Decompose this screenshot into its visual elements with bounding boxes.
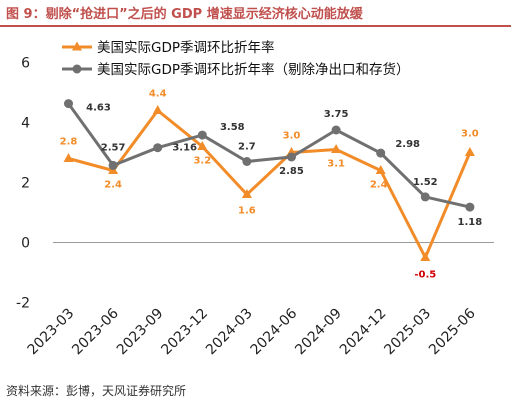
legend-label-gdp-ex: 美国实际GDP季调环比折年率（剔除净出口和存货） bbox=[97, 61, 410, 78]
data-point-triangle bbox=[375, 165, 386, 174]
x-tick-label: 2024-03 bbox=[203, 306, 256, 359]
data-label-gdp-ex: 3.16 bbox=[172, 143, 197, 154]
x-tick-label: 2024-06 bbox=[248, 305, 301, 358]
data-point-triangle bbox=[331, 144, 342, 153]
data-label-gdp-ex: 1.52 bbox=[413, 177, 438, 188]
legend-marker-triangle-icon bbox=[72, 41, 82, 51]
data-label-gdp-ex: 3.75 bbox=[324, 109, 349, 120]
data-point-triangle bbox=[420, 252, 431, 261]
x-tick-label: 2023-09 bbox=[114, 306, 167, 359]
y-tick-label: 2 bbox=[21, 176, 30, 192]
y-tick-label: 4 bbox=[21, 116, 30, 132]
legend-marker-circle-icon bbox=[72, 64, 82, 74]
data-point-triangle bbox=[464, 147, 475, 156]
series-line-gdp-ex bbox=[67, 102, 471, 209]
data-label-gdp: 3.0 bbox=[461, 129, 479, 140]
series-group bbox=[63, 99, 475, 261]
data-label-gdp: 3.2 bbox=[193, 156, 211, 167]
data-label-gdp-ex: 2.57 bbox=[101, 142, 126, 153]
legend-label-gdp: 美国实际GDP季调环比折年率 bbox=[97, 39, 275, 56]
data-label-gdp-ex: 2.85 bbox=[279, 166, 304, 177]
data-label-gdp: 2.4 bbox=[370, 180, 388, 191]
data-point-circle bbox=[331, 125, 341, 135]
data-point-triangle bbox=[241, 189, 252, 198]
data-point-circle bbox=[153, 143, 163, 153]
x-tick-label: 2023-12 bbox=[158, 306, 211, 359]
data-point-circle bbox=[465, 202, 475, 212]
x-tick-label: 2024-12 bbox=[337, 306, 390, 359]
source-note: 资料来源：彭博，天风证券研究所 bbox=[6, 384, 187, 398]
data-label-gdp-ex: 4.63 bbox=[86, 103, 111, 114]
data-label-gdp-ex: 2.7 bbox=[238, 142, 256, 153]
data-label-gdp-ex: 1.18 bbox=[458, 217, 483, 228]
series-line-gdp bbox=[68, 109, 472, 259]
data-label-gdp: 4.4 bbox=[149, 89, 167, 100]
data-label-gdp-ex: 3.58 bbox=[220, 122, 245, 133]
y-tick-label: 6 bbox=[21, 56, 30, 72]
data-point-circle bbox=[376, 148, 386, 158]
data-label-gdp: 2.4 bbox=[104, 180, 122, 191]
x-tick-label: 2025-06 bbox=[426, 305, 479, 358]
data-point-circle bbox=[108, 160, 118, 170]
y-tick-label: -2 bbox=[16, 296, 30, 312]
x-tick-label: 2025-03 bbox=[381, 306, 434, 359]
data-labels: 2.8 2.4 4.4 3.2 1.6 3.0 3.1 2.4 -0.5 3.0 4.63 2.57 3… bbox=[60, 89, 483, 281]
data-label-gdp: 3.0 bbox=[283, 131, 301, 142]
data-point-circle bbox=[420, 192, 430, 202]
data-label-gdp: 2.8 bbox=[60, 137, 78, 148]
data-label-gdp: 1.6 bbox=[238, 206, 256, 217]
y-tick-label: 0 bbox=[21, 236, 30, 252]
data-label-gdp: -0.5 bbox=[414, 270, 436, 281]
x-tick-label: 2023-06 bbox=[69, 305, 122, 358]
data-point-circle bbox=[64, 99, 73, 109]
data-label-gdp: 3.1 bbox=[327, 159, 345, 170]
x-tick-label: 2023-03 bbox=[25, 306, 78, 359]
chart-legend: 美国实际GDP季调环比折年率 美国实际GDP季调环比折年率（剔除净出口和存货） bbox=[62, 39, 410, 78]
data-point-triangle bbox=[152, 105, 163, 114]
x-tick-label: 2024-09 bbox=[292, 306, 345, 359]
data-point-circle bbox=[242, 157, 252, 166]
data-point-triangle bbox=[63, 153, 74, 162]
title-divider bbox=[0, 25, 511, 27]
data-label-gdp-ex: 2.98 bbox=[395, 139, 420, 150]
data-point-circle bbox=[287, 152, 296, 162]
line-chart: 美国实际GDP季调环比折年率 美国实际GDP季调环比折年率（剔除净出口和存货） … bbox=[16, 39, 494, 359]
data-point-triangle bbox=[197, 141, 208, 150]
data-point-circle bbox=[197, 130, 207, 140]
figure-title: 图 9：剔除“抢进口”之后的 GDP 增速显示经济核心动能放缓 bbox=[6, 7, 363, 22]
